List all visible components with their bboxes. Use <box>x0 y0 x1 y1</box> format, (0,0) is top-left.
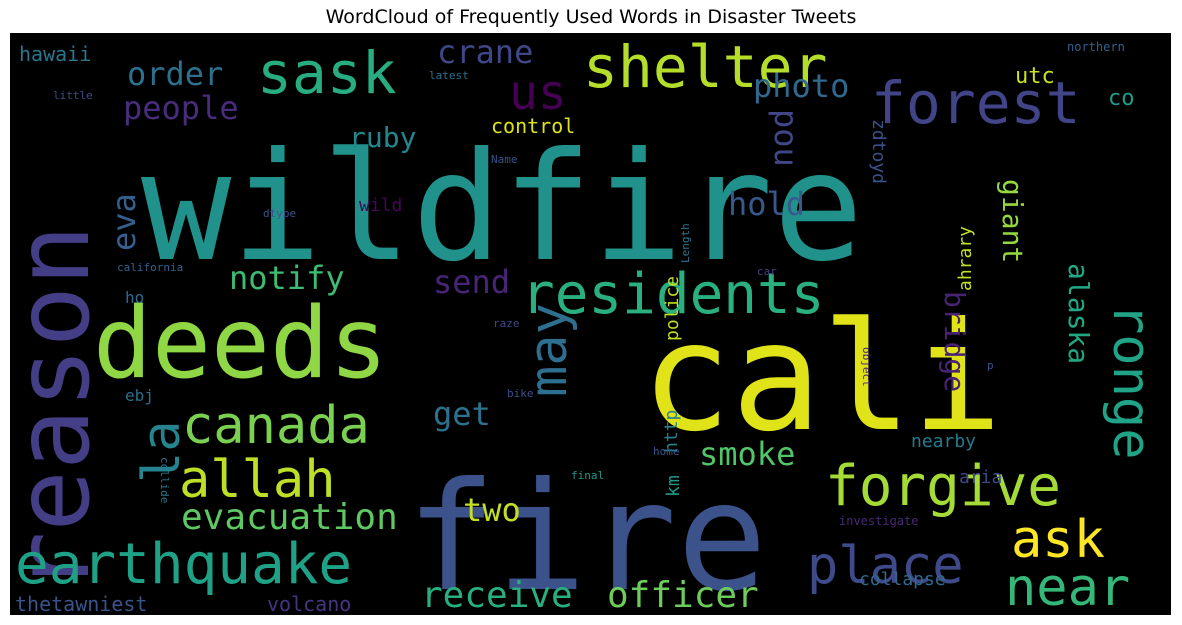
word-northern: northern <box>1067 40 1125 54</box>
word-little: little <box>53 89 93 102</box>
word-allah: allah <box>179 450 336 510</box>
word-collide: collide <box>158 457 171 503</box>
word-la: la <box>132 420 192 483</box>
word-two: two <box>463 491 521 529</box>
word-residents: residents <box>521 262 824 327</box>
word-california: california <box>117 261 183 274</box>
word-length: Length <box>679 223 692 263</box>
word-volcano: volcano <box>267 592 351 615</box>
word-bike: bike <box>507 387 534 400</box>
word-send: send <box>433 263 510 301</box>
chart-title: WordCloud of Frequently Used Words in Di… <box>325 6 857 28</box>
word-shelter: shelter <box>583 34 827 101</box>
word-ask: ask <box>1011 510 1105 570</box>
word-hold: hold <box>728 185 805 223</box>
word-photo: photo <box>753 67 849 105</box>
word-cali: cali <box>641 291 1002 465</box>
word-car: car <box>757 265 777 278</box>
wordcloud-background <box>11 34 1170 614</box>
word-final: final <box>571 469 604 482</box>
word-canada: canada <box>182 396 370 456</box>
word-us: us <box>509 65 567 121</box>
word-receive: receive <box>421 575 573 615</box>
word-thetawniest: thetawniest <box>15 592 147 615</box>
word-p: p <box>987 359 994 372</box>
word-officer: officer <box>607 575 759 615</box>
word-get: get <box>433 395 491 433</box>
word-giant: giant <box>996 179 1029 263</box>
word-bridge: bridge <box>938 291 971 392</box>
word-ronge: ronge <box>1101 303 1161 460</box>
word-control: control <box>491 114 575 138</box>
word-utc: utc <box>1015 64 1055 89</box>
wordcloud-frame: wildfire cali fire reason deeds forest sask she… <box>10 33 1171 615</box>
word-crane: crane <box>437 34 533 71</box>
word-notify: notify <box>229 259 345 297</box>
word-wildfire: wildfire <box>141 121 863 295</box>
word-investigate: investigate <box>839 514 918 528</box>
word-aria: aria <box>959 467 1002 488</box>
word-pou: pou <box>767 109 805 167</box>
word-fire: fire <box>406 451 767 615</box>
word-raze: raze <box>493 317 520 330</box>
word-http: http <box>661 410 682 453</box>
word-may: may <box>519 303 579 397</box>
word-name: Name <box>491 153 518 166</box>
word-latest: latest <box>429 69 469 82</box>
word-ho: ho <box>125 288 144 307</box>
word-ruby: ruby <box>349 121 416 154</box>
word-ebj: ebj <box>125 386 154 405</box>
word-near: near <box>1005 558 1130 615</box>
word-eva: eva <box>105 193 143 251</box>
word-co: co <box>1108 86 1135 111</box>
word-alaska: alaska <box>1062 263 1095 364</box>
word-wild: wild <box>359 195 402 216</box>
word-dtype: dtype <box>263 207 296 220</box>
word-earthquake: earthquake <box>15 532 352 597</box>
word-reason: reason <box>11 225 113 593</box>
word-object: object <box>860 347 873 387</box>
word-hawaii: hawaii <box>19 42 91 66</box>
word-people: people <box>123 89 239 127</box>
word-order: order <box>127 55 223 93</box>
word-zdtoyd: zdtoyd <box>868 119 889 184</box>
word-evacuation: evacuation <box>181 497 398 538</box>
word-forgive: forgive <box>825 454 1061 519</box>
word-km: km <box>663 475 684 497</box>
word-collapse: collapse <box>859 569 946 590</box>
word-sask: sask <box>257 39 397 107</box>
word-forest: forest <box>871 69 1081 137</box>
word-smoke: smoke <box>699 435 795 473</box>
word-nearby: nearby <box>911 431 976 452</box>
word-deeds: deeds <box>93 287 388 401</box>
word-ahrary: ahrary <box>955 226 976 291</box>
word-police: police <box>662 276 683 341</box>
word-home: home <box>653 445 680 458</box>
word-place: place <box>807 536 964 596</box>
